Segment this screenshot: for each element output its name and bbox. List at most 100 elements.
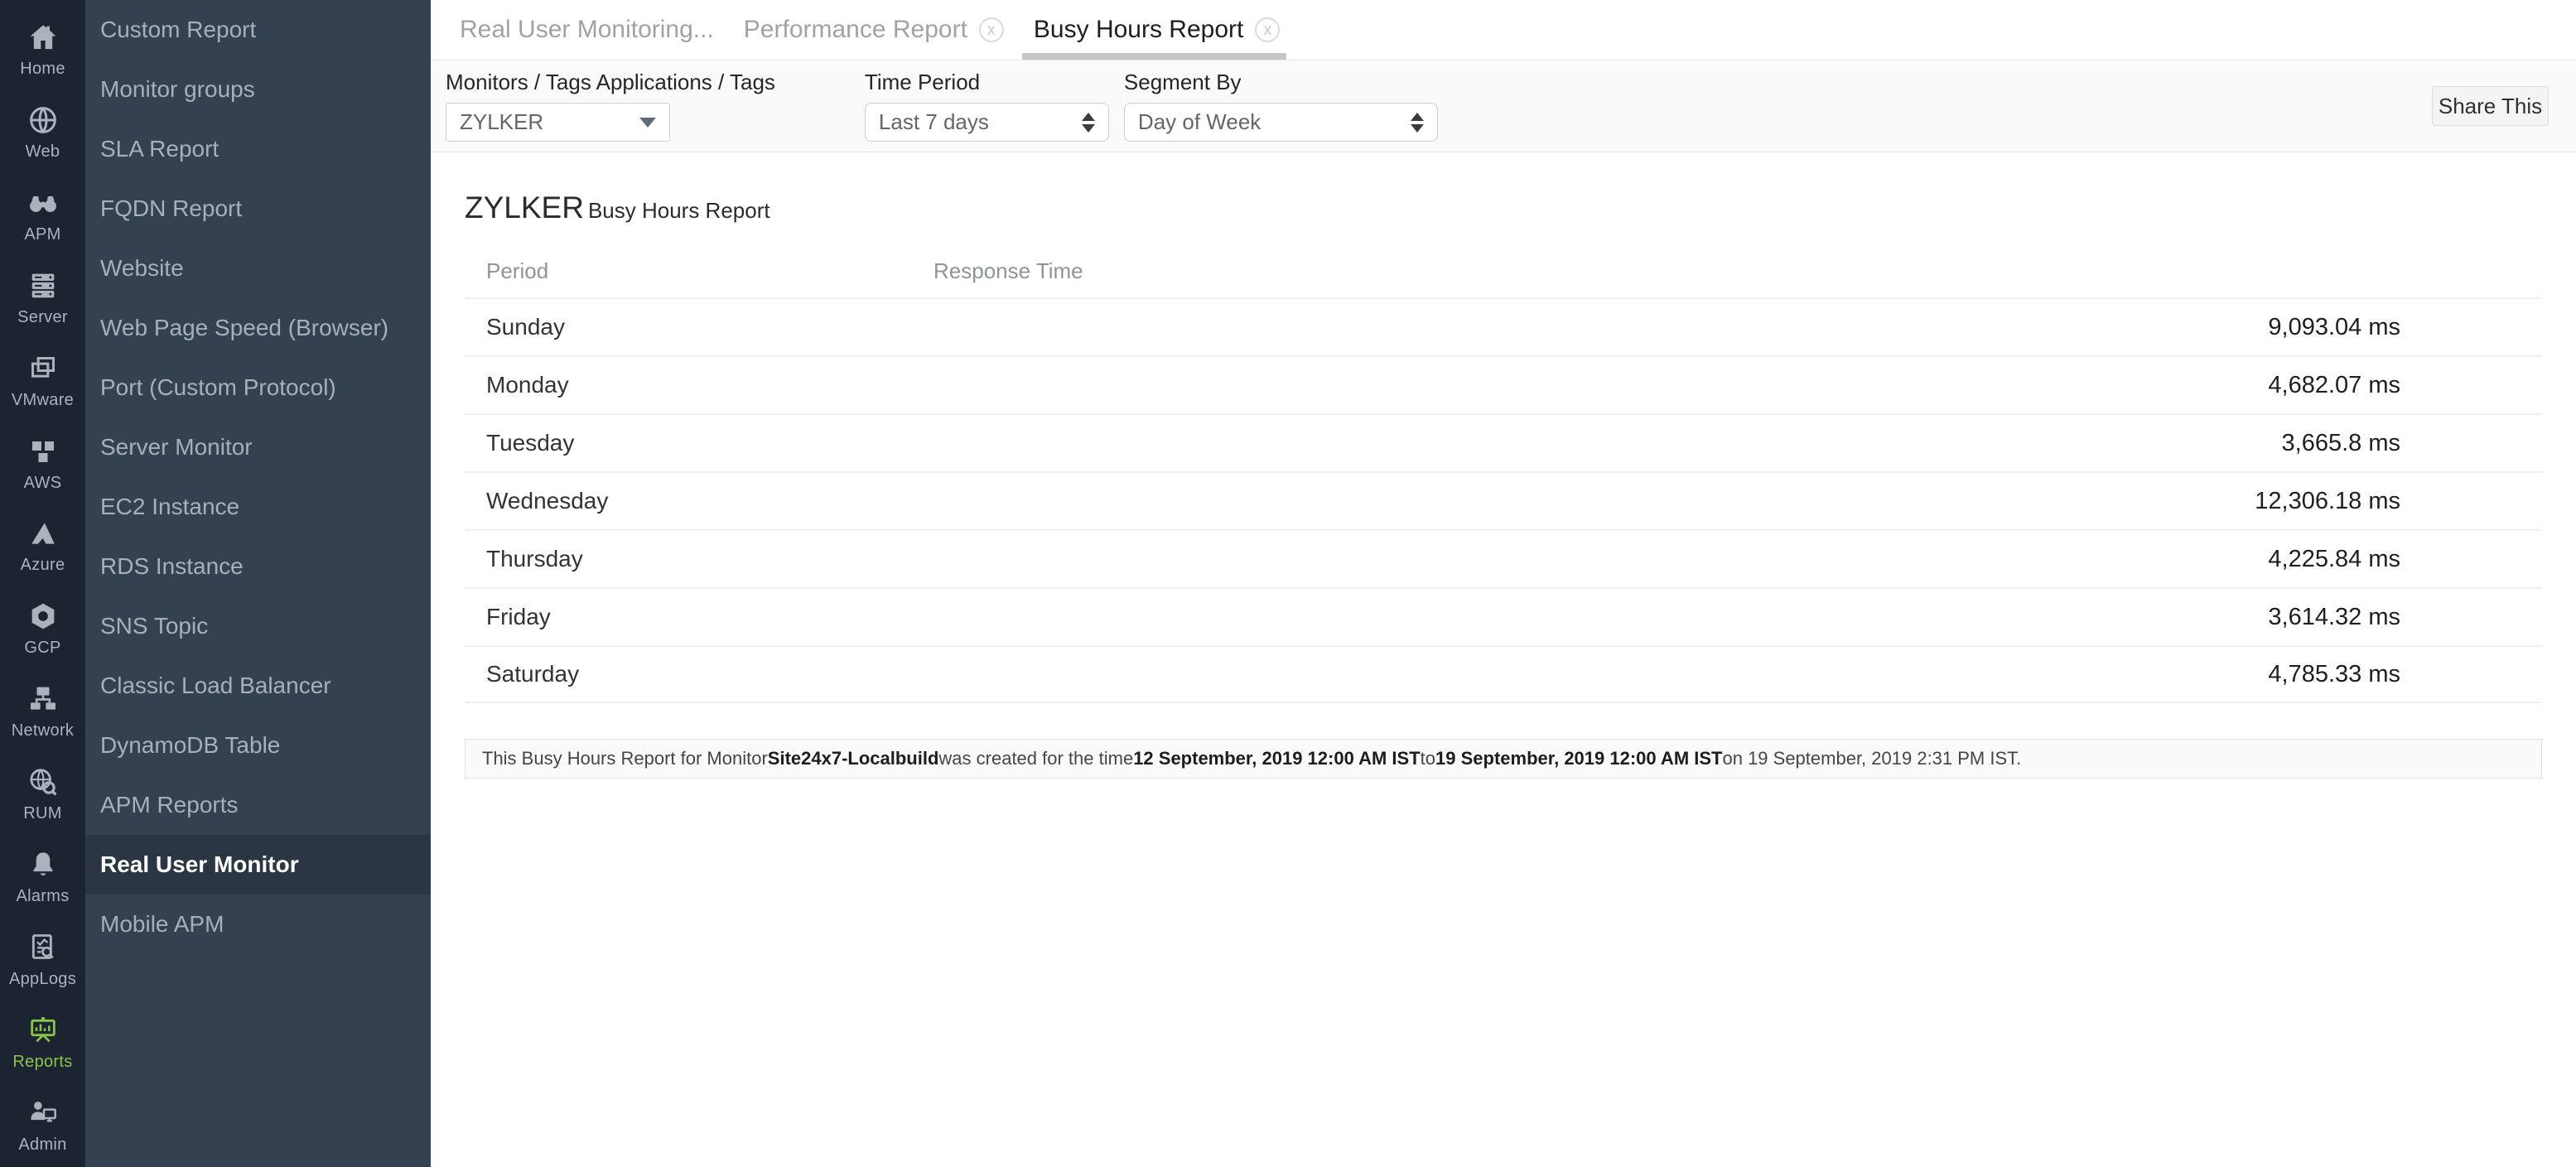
azure-icon (27, 517, 60, 550)
rail-item-label: RUM (23, 804, 62, 823)
sidebar-item-mobile-apm[interactable]: Mobile APM (100, 911, 224, 937)
report-tab[interactable]: Performance Report x (742, 0, 1006, 60)
segment-by-select-value: Day of Week (1137, 109, 1261, 134)
rail-item-alarms[interactable]: Alarms (0, 836, 85, 919)
busy-hours-bar-chart: Sunday 9,093.04 ms Monday 4,682.07 ms Tu… (465, 297, 2542, 703)
response-time-value: 9,093.04 ms (2268, 313, 2400, 340)
rail-item-network[interactable]: Network (0, 670, 85, 753)
tab-label: Performance Report (743, 16, 967, 43)
applogs-icon (27, 931, 60, 964)
sidebar-item-monitor-groups[interactable]: Monitor groups (100, 76, 255, 102)
sidebar-item-apm-reports[interactable]: APM Reports (100, 792, 239, 817)
response-time-value: 12,306.18 ms (2255, 487, 2400, 514)
rail-item-apm[interactable]: APM (0, 174, 85, 257)
apm-icon (27, 186, 60, 219)
response-time-value: 4,682.07 ms (2268, 371, 2400, 398)
rail-item-label: AWS (23, 473, 62, 492)
footnote-text: This Busy Hours Report for Monitor (482, 748, 768, 769)
rail-item-gcp[interactable]: GCP (0, 587, 85, 670)
home-icon (27, 21, 60, 54)
rail-item-label: VMware (11, 390, 75, 409)
server-icon (27, 269, 60, 302)
report-title: ZYLKER Busy Hours Report (465, 190, 2542, 225)
response-time-value: 4,785.33 ms (2268, 660, 2400, 687)
gcp-icon (27, 600, 60, 633)
report-tab[interactable]: Real User Monitoring... (458, 0, 716, 60)
sidebar-item-classic-load-balancer[interactable]: Classic Load Balancer (100, 673, 331, 698)
bar-track (929, 316, 2238, 340)
rail-item-web[interactable]: Web (0, 91, 85, 174)
sidebar-item-sns-topic[interactable]: SNS Topic (100, 613, 209, 639)
period-label: Monday (486, 372, 569, 398)
rum-icon (27, 765, 60, 798)
sidebar-item-real-user-monitor[interactable]: Real User Monitor (85, 835, 431, 895)
rail-item-rum[interactable]: RUM (0, 753, 85, 836)
rail-item-label: Network (11, 721, 75, 740)
monitor-filter-label: Monitors / Tags Applications / Tags (446, 70, 775, 94)
rail-item-applogs[interactable]: AppLogs (0, 919, 85, 1001)
period-label: Saturday (486, 661, 580, 687)
period-label: Wednesday (486, 488, 609, 514)
rail-item-label: Web (25, 142, 60, 161)
web-icon (27, 104, 60, 137)
sidebar-item-ec2-instance[interactable]: EC2 Instance (100, 494, 240, 519)
sidebar-item-rds-instance[interactable]: RDS Instance (100, 553, 244, 579)
tab-close-icon[interactable]: x (1255, 17, 1281, 42)
rail-item-reports[interactable]: Reports (0, 1001, 85, 1084)
rail-item-home[interactable]: Home (0, 8, 85, 91)
sidebar-item-fqdn-report[interactable]: FQDN Report (100, 195, 243, 221)
footnote-text: on 19 September, 2019 2:31 PM IST. (1722, 748, 2022, 769)
rail-item-label: Home (20, 59, 65, 78)
rail-item-admin[interactable]: Admin (0, 1084, 85, 1167)
rail-item-azure[interactable]: Azure (0, 505, 85, 588)
segment-by-select[interactable]: Day of Week (1123, 103, 1438, 142)
response-time-value: 3,665.8 ms (2281, 429, 2400, 456)
alarms-icon (27, 848, 60, 881)
chart-row: Monday 4,682.07 ms (465, 355, 2542, 413)
aws-icon (27, 435, 60, 468)
report-footnote: This Busy Hours Report for Monitor Site2… (465, 739, 2542, 779)
time-period-filter-group: Time Period Last 7 days (864, 60, 1109, 152)
tab-close-icon[interactable]: x (978, 17, 1004, 42)
sidebar-item-port-custom-protocol[interactable]: Port (Custom Protocol) (100, 374, 336, 400)
rail-item-label: Alarms (16, 887, 70, 906)
rail-item-server[interactable]: Server (0, 257, 85, 340)
segment-by-label: Segment By (1123, 70, 1242, 94)
period-label: Thursday (486, 546, 583, 571)
bar-track (929, 605, 2238, 629)
chart-row: Sunday 9,093.04 ms (465, 297, 2542, 355)
vmware-icon (27, 352, 60, 385)
filter-bar: Monitors / Tags Applications / Tags ZYLK… (431, 60, 2576, 152)
footnote-text: 12 September, 2019 12:00 AM IST (1133, 748, 1421, 769)
period-label: Sunday (486, 314, 565, 340)
sidebar-item-web-page-speed-browser[interactable]: Web Page Speed (Browser) (100, 315, 389, 340)
share-this-button[interactable]: Share This (2432, 86, 2549, 126)
sidebar-item-sla-report[interactable]: SLA Report (100, 136, 219, 162)
busy-hours-report: ZYLKER Busy Hours Report Period Response… (431, 190, 2576, 779)
time-period-select[interactable]: Last 7 days (864, 103, 1109, 142)
chart-row: Tuesday 3,665.8 ms (465, 413, 2542, 471)
segment-by-filter-group: Segment By Day of Week (1123, 60, 1438, 152)
rail-item-aws[interactable]: AWS (0, 422, 85, 505)
app-icon-rail: Home Web APM Server VMware AWS Azure GCP… (0, 0, 85, 1167)
rail-item-vmware[interactable]: VMware (0, 340, 85, 422)
period-column-header: Period (486, 258, 549, 283)
footnote-text: 19 September, 2019 12:00 AM IST (1435, 748, 1723, 769)
tab-label: Real User Monitoring... (460, 16, 714, 43)
sidebar-item-dynamodb-table[interactable]: DynamoDB Table (100, 732, 281, 758)
report-tabstrip: Real User Monitoring... Performance Repo… (431, 0, 2576, 60)
monitor-select[interactable]: ZYLKER (446, 103, 670, 142)
chart-row: Wednesday 12,306.18 ms (465, 471, 2542, 529)
rail-item-label: APM (24, 224, 61, 244)
bar-track (929, 432, 2238, 456)
report-tab[interactable]: Busy Hours Report x (1021, 0, 1287, 60)
rail-item-label: Server (17, 307, 68, 326)
admin-icon (27, 1097, 60, 1130)
sidebar-item-website[interactable]: Website (100, 255, 184, 281)
chart-column-headers: Period Response Time (465, 258, 2542, 284)
footnote-text: to (1420, 748, 1436, 769)
period-label: Friday (486, 604, 551, 629)
bar-track (929, 489, 2238, 514)
sidebar-item-custom-report[interactable]: Custom Report (100, 17, 257, 42)
sidebar-item-server-monitor[interactable]: Server Monitor (100, 434, 253, 460)
